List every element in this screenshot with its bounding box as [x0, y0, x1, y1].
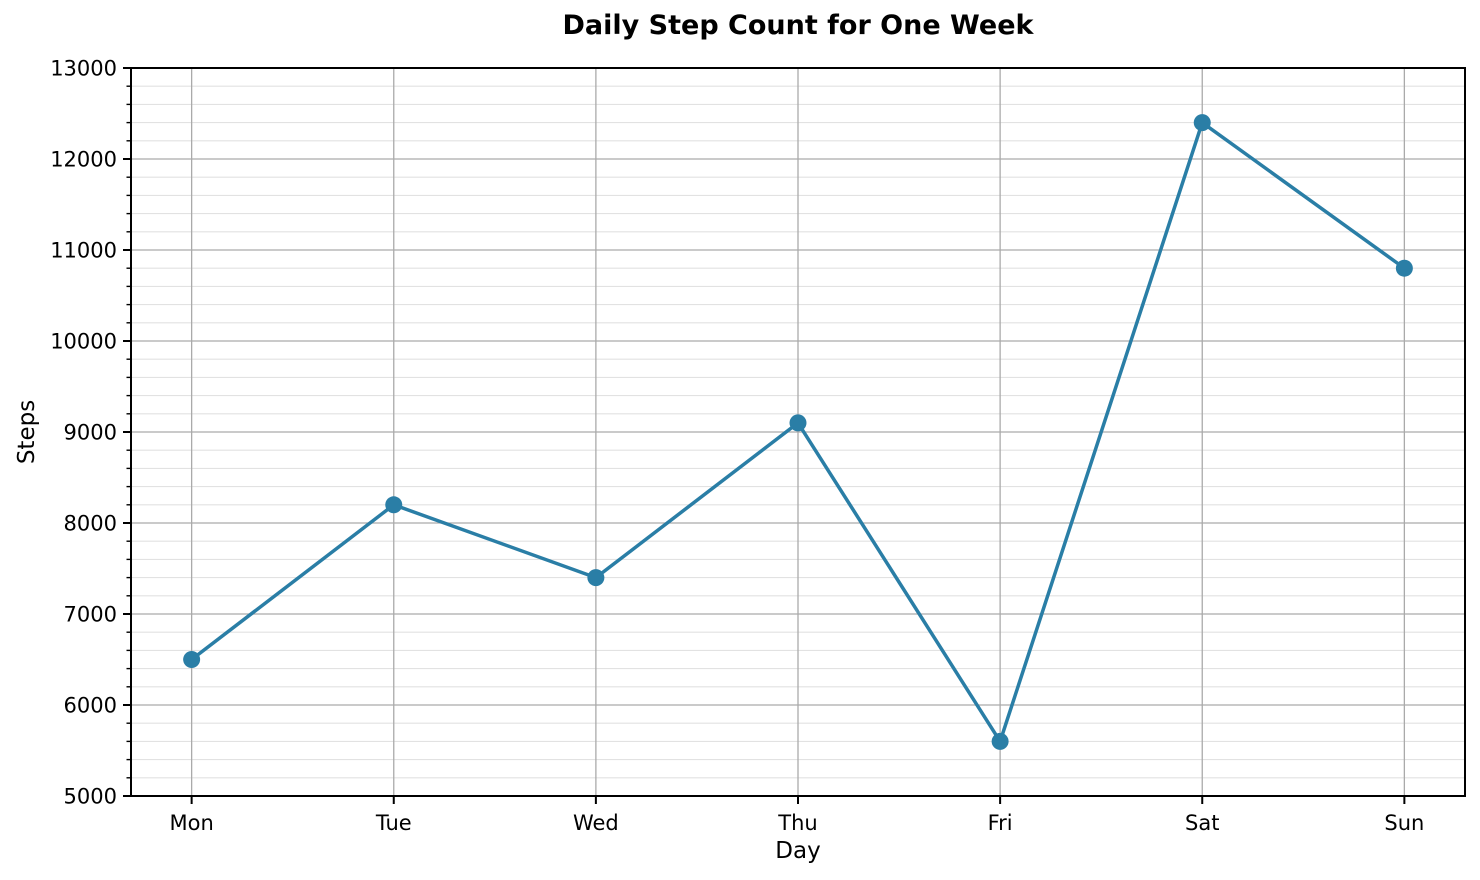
- y-ticks: [123, 67, 131, 797]
- y-tick-label: 9000: [64, 420, 117, 444]
- x-tick-labels: Mon Tue Wed Thu Fri Sat Sun: [169, 811, 1424, 835]
- x-ticks: [190, 796, 1406, 804]
- data-point-Fri: [991, 732, 1009, 750]
- y-tick-label: 10000: [50, 329, 117, 353]
- y-tick-label: 6000: [64, 693, 117, 717]
- y-tick-label: 12000: [50, 147, 117, 171]
- y-axis-label: Steps: [14, 399, 40, 465]
- y-tick-label: 13000: [50, 56, 117, 80]
- data-point-Mon: [183, 651, 201, 668]
- x-gridlines-major: [190, 68, 1406, 796]
- x-axis-label: Day: [775, 838, 821, 864]
- y-tick-label: 11000: [50, 238, 117, 262]
- x-tick-label: Wed: [573, 811, 619, 835]
- x-tick-label: Sat: [1185, 811, 1219, 835]
- y-tick-label: 8000: [64, 511, 117, 535]
- data-point-Sun: [1395, 259, 1413, 277]
- data-point-Tue: [385, 496, 403, 514]
- x-tick-label: Thu: [777, 811, 817, 835]
- y-tick-label: 5000: [64, 784, 117, 808]
- data-point-Thu: [789, 414, 807, 432]
- y-tick-label: 7000: [64, 602, 117, 626]
- x-tick-label: Tue: [375, 811, 412, 835]
- chart-title: Daily Step Count for One Week: [562, 10, 1034, 41]
- data-points: [183, 114, 1413, 750]
- x-tick-label: Sun: [1384, 811, 1424, 835]
- y-tick-labels: 5000 6000 7000 8000 9000 10000 11000 12000 13000: [50, 56, 117, 808]
- data-point-Wed: [587, 569, 605, 587]
- data-point-Sat: [1193, 114, 1211, 132]
- x-tick-label: Fri: [988, 811, 1013, 835]
- x-tick-label: Mon: [169, 811, 213, 835]
